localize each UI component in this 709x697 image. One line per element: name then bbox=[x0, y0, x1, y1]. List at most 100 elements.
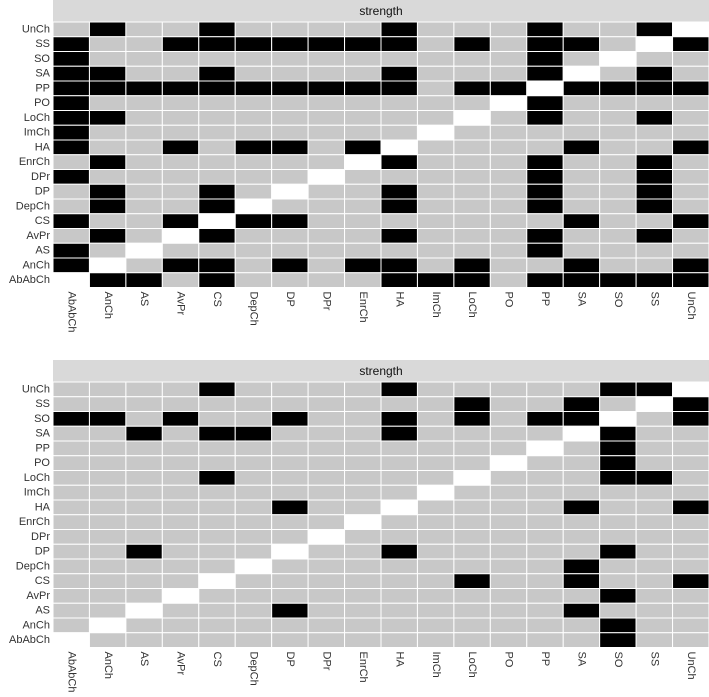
cell bbox=[125, 484, 163, 501]
cell bbox=[344, 573, 382, 589]
cell bbox=[526, 602, 564, 619]
x-tick-label: UnCh bbox=[685, 292, 697, 320]
diagonal-cell bbox=[562, 65, 601, 82]
cell bbox=[161, 80, 200, 97]
cell bbox=[635, 529, 674, 545]
cell bbox=[125, 51, 163, 67]
cell bbox=[125, 470, 163, 486]
cell bbox=[271, 411, 309, 427]
cell bbox=[125, 36, 163, 52]
diagonal-cell bbox=[271, 183, 309, 200]
cell bbox=[234, 139, 273, 156]
x-tick-label: AS bbox=[138, 652, 150, 667]
cell bbox=[307, 396, 346, 412]
cell bbox=[416, 543, 455, 560]
cell bbox=[489, 573, 528, 589]
cell bbox=[562, 110, 601, 126]
cell bbox=[599, 110, 637, 126]
cell bbox=[562, 139, 601, 156]
cell bbox=[307, 110, 346, 126]
x-tick-label: AbAbCh bbox=[65, 652, 77, 693]
cell bbox=[599, 425, 637, 442]
cell bbox=[198, 440, 236, 457]
cell bbox=[52, 381, 90, 398]
x-tick-label: DPr bbox=[320, 292, 332, 311]
cell bbox=[562, 169, 601, 185]
cell bbox=[271, 470, 309, 486]
y-tick-label: DP bbox=[35, 546, 50, 558]
cell bbox=[489, 411, 528, 427]
cell bbox=[198, 36, 236, 52]
cell bbox=[125, 440, 163, 457]
cell bbox=[161, 242, 200, 259]
cell bbox=[380, 154, 418, 170]
cell bbox=[125, 543, 163, 560]
cell bbox=[234, 154, 273, 170]
cell bbox=[453, 440, 491, 457]
x-tick-label: SO bbox=[612, 652, 624, 668]
cell bbox=[271, 381, 309, 398]
cell bbox=[161, 183, 200, 200]
cell bbox=[88, 169, 127, 185]
cell bbox=[307, 484, 346, 501]
cell bbox=[453, 242, 491, 259]
cell bbox=[453, 139, 491, 156]
cell bbox=[380, 228, 418, 244]
cell bbox=[161, 470, 200, 486]
cell bbox=[562, 51, 601, 67]
cell bbox=[234, 381, 273, 398]
cell bbox=[344, 169, 382, 185]
cell bbox=[344, 110, 382, 126]
cell bbox=[599, 183, 637, 200]
cell bbox=[198, 124, 236, 141]
cell bbox=[380, 558, 418, 575]
cell bbox=[234, 588, 273, 604]
cell bbox=[526, 198, 564, 215]
cell bbox=[52, 484, 90, 501]
cell bbox=[599, 154, 637, 170]
cell bbox=[271, 80, 309, 97]
cell bbox=[271, 257, 309, 274]
cell bbox=[599, 228, 637, 244]
cell bbox=[307, 588, 346, 604]
diagonal-cell bbox=[198, 213, 236, 229]
cell bbox=[307, 257, 346, 274]
cell bbox=[88, 529, 127, 545]
cell bbox=[380, 124, 418, 141]
cell bbox=[489, 543, 528, 560]
cell bbox=[161, 573, 200, 589]
cell bbox=[52, 257, 90, 274]
cell bbox=[271, 124, 309, 141]
cell bbox=[526, 470, 564, 486]
cell bbox=[380, 529, 418, 545]
cell bbox=[234, 95, 273, 111]
cell bbox=[416, 154, 455, 170]
cell bbox=[198, 484, 236, 501]
x-tick-label: CS bbox=[211, 292, 223, 307]
cell bbox=[271, 602, 309, 619]
cell bbox=[198, 228, 236, 244]
cell bbox=[635, 558, 674, 575]
y-tick-label: SS bbox=[35, 398, 50, 410]
cell bbox=[234, 242, 273, 259]
cell bbox=[271, 65, 309, 82]
cell bbox=[161, 36, 200, 52]
cell bbox=[526, 36, 564, 52]
diagonal-cell bbox=[52, 272, 90, 288]
x-tick-label: SS bbox=[648, 652, 660, 667]
cell bbox=[88, 632, 127, 648]
cell bbox=[380, 543, 418, 560]
cell bbox=[562, 484, 601, 501]
diagonal-cell bbox=[307, 169, 346, 185]
cell bbox=[489, 396, 528, 412]
cell bbox=[526, 558, 564, 575]
cell bbox=[599, 124, 637, 141]
cell bbox=[344, 529, 382, 545]
cell bbox=[307, 543, 346, 560]
cell bbox=[88, 558, 127, 575]
cell bbox=[416, 455, 455, 471]
cell bbox=[344, 51, 382, 67]
cell bbox=[672, 110, 709, 126]
diagonal-cell bbox=[489, 455, 528, 471]
